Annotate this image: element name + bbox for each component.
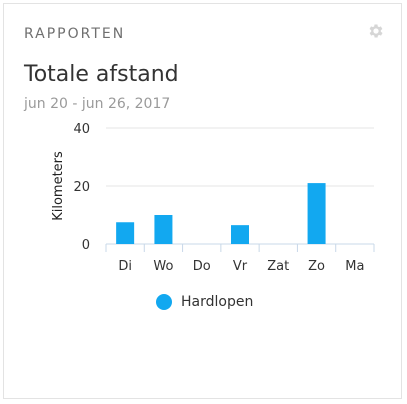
x-tick-label: Vr: [233, 259, 248, 274]
gear-icon[interactable]: [367, 22, 385, 40]
legend-label: Hardlopen: [181, 294, 254, 310]
x-tick-label: Di: [118, 259, 132, 274]
bar: [154, 215, 173, 244]
bar: [116, 222, 135, 244]
x-tick-label: Zo: [308, 259, 325, 274]
date-range: jun 20 - jun 26, 2017: [24, 96, 171, 112]
legend-item-hardlopen[interactable]: Hardlopen: [156, 294, 253, 310]
report-card: RAPPORTEN Totale afstand jun 20 - jun 26…: [3, 3, 402, 399]
section-title: RAPPORTEN: [24, 26, 126, 42]
bar: [307, 183, 326, 244]
y-tick-label: 20: [73, 180, 90, 195]
x-tick-label: Ma: [345, 259, 364, 274]
bar-chart: 0 20 40 Kilometers Di Wo Do Vr Zat Zo Ma: [51, 122, 375, 274]
x-tick-label: Do: [193, 259, 211, 274]
x-tick-label: Wo: [153, 259, 173, 274]
chart-title: Totale afstand: [24, 62, 179, 87]
y-tick-label: 40: [73, 122, 90, 137]
legend-swatch: [156, 294, 172, 310]
y-axis-label: Kilometers: [51, 151, 66, 221]
x-tick-label: Zat: [267, 259, 289, 274]
y-tick-label: 0: [82, 238, 90, 253]
bar: [231, 225, 249, 244]
